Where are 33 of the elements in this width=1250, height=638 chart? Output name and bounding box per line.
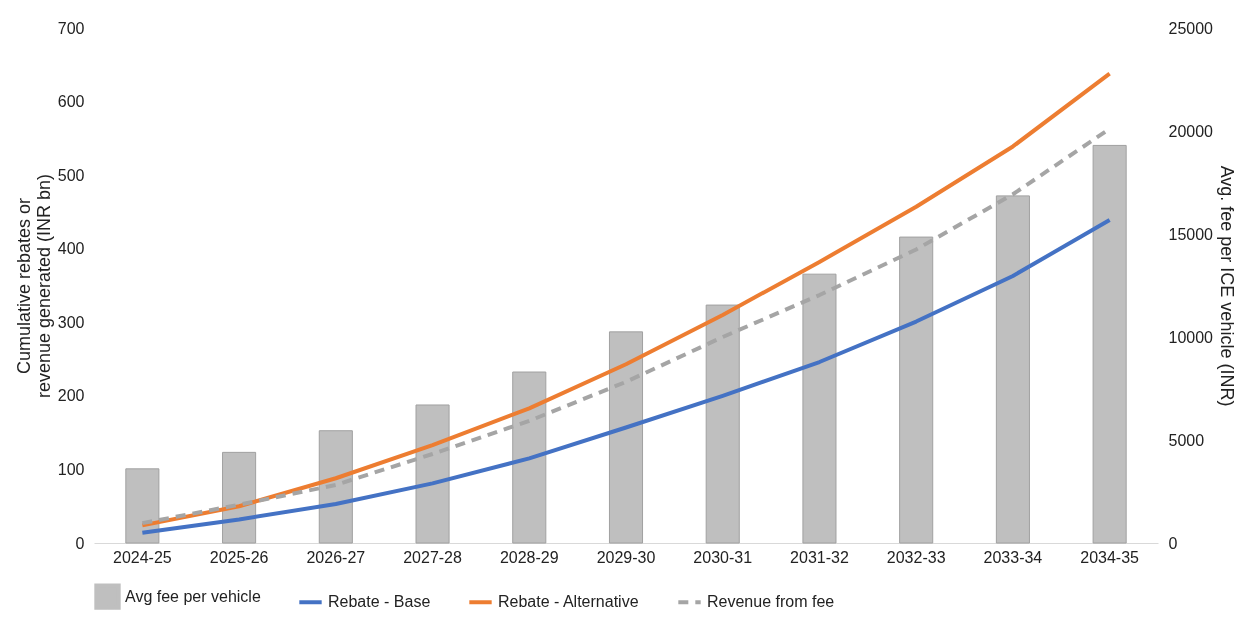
x-tick-label: 2024-25 (113, 548, 172, 566)
y-tick-label: 700 (57, 19, 85, 37)
x-tick-label: 2033-34 (983, 548, 1043, 566)
x-tick-label: 2026-27 (306, 548, 366, 566)
x-tick-label: 2025-26 (209, 548, 269, 566)
y2-axis-title: Avg. fee per ICE vehicle (INR) (1216, 165, 1237, 407)
y-tick-label: 300 (57, 313, 85, 331)
legend-label: Avg fee per vehicle (125, 587, 261, 605)
y-tick-label: 100 (57, 460, 85, 478)
x-tick-label: 2028-29 (499, 548, 559, 566)
x-tick-label: 2030-31 (693, 548, 753, 566)
y2-tick-label: 10000 (1168, 328, 1214, 346)
y2-tick-label: 20000 (1168, 122, 1214, 140)
y-tick-label: 500 (57, 166, 85, 184)
legend-label: Revenue from fee (707, 593, 835, 611)
x-tick-label: 2031-32 (790, 548, 849, 566)
x-tick-label: 2034-35 (1080, 548, 1140, 566)
y2-tick-label: 5000 (1168, 431, 1205, 449)
x-tick-label: 2032-33 (886, 548, 946, 566)
y-tick-label: 400 (57, 240, 85, 258)
y-tick-label: 200 (57, 387, 85, 405)
y-axis-title: Cumulative rebates or revenue generated (INR bn) (13, 173, 54, 399)
legend-label: Rebate - Alternative (498, 593, 639, 611)
y-tick-label: 600 (57, 93, 85, 111)
x-tick-label: 2029-30 (596, 548, 656, 566)
legend-label: Rebate - Base (328, 593, 431, 611)
bar (1092, 144, 1127, 544)
y2-tick-label: 0 (1168, 534, 1178, 552)
y2-tick-label: 15000 (1168, 225, 1214, 243)
y-tick-label: 0 (75, 534, 85, 552)
line-series (140, 218, 1112, 535)
y2-tick-label: 25000 (1168, 19, 1214, 37)
x-tick-label: 2027-28 (403, 548, 463, 566)
